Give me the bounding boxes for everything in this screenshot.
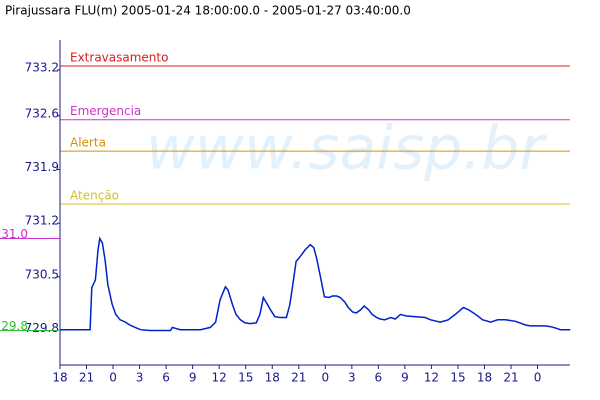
y-tick-label: 730.5 [25,267,59,281]
y-tick-label: 733.2 [25,60,59,74]
chart-title: Pirajussara FLU(m) 2005-01-24 18:00:00.0… [5,4,411,18]
threshold-label: Atenção [70,189,119,203]
x-tick-label: 21 [291,371,306,385]
x-tick-label: 3 [136,371,144,385]
marker-label: 731.0 [0,227,28,241]
x-tick-label: 0 [109,371,117,385]
x-tick-label: 6 [162,371,170,385]
x-tick-label: 0 [534,371,542,385]
watermark: www.saisp.br [146,114,548,184]
marker-label: 729.8 [0,319,28,333]
x-tick-label: 15 [238,371,253,385]
x-tick-label: 0 [321,371,329,385]
x-tick-label: 9 [189,371,197,385]
y-tick-label: 731.2 [25,214,59,228]
x-tick-label: 12 [212,371,227,385]
data-line [60,236,571,332]
x-tick-label: 9 [401,371,409,385]
x-tick-label: 6 [375,371,383,385]
x-tick-label: 18 [265,371,280,385]
x-tick-label: 15 [450,371,465,385]
threshold-label: Alerta [70,136,106,150]
x-tick-label: 21 [79,371,94,385]
y-tick-label: 731.9 [25,160,59,174]
x-tick-label: 21 [503,371,518,385]
x-tick-label: 3 [348,371,356,385]
threshold-label: Emergencia [70,104,141,118]
y-tick-label: 729.8 [25,321,59,335]
x-tick-label: 18 [477,371,492,385]
y-tick-label: 732.6 [25,106,59,120]
threshold-label: Extravasamento [70,51,168,65]
x-tick-label: 18 [52,371,67,385]
x-tick-label: 12 [424,371,439,385]
